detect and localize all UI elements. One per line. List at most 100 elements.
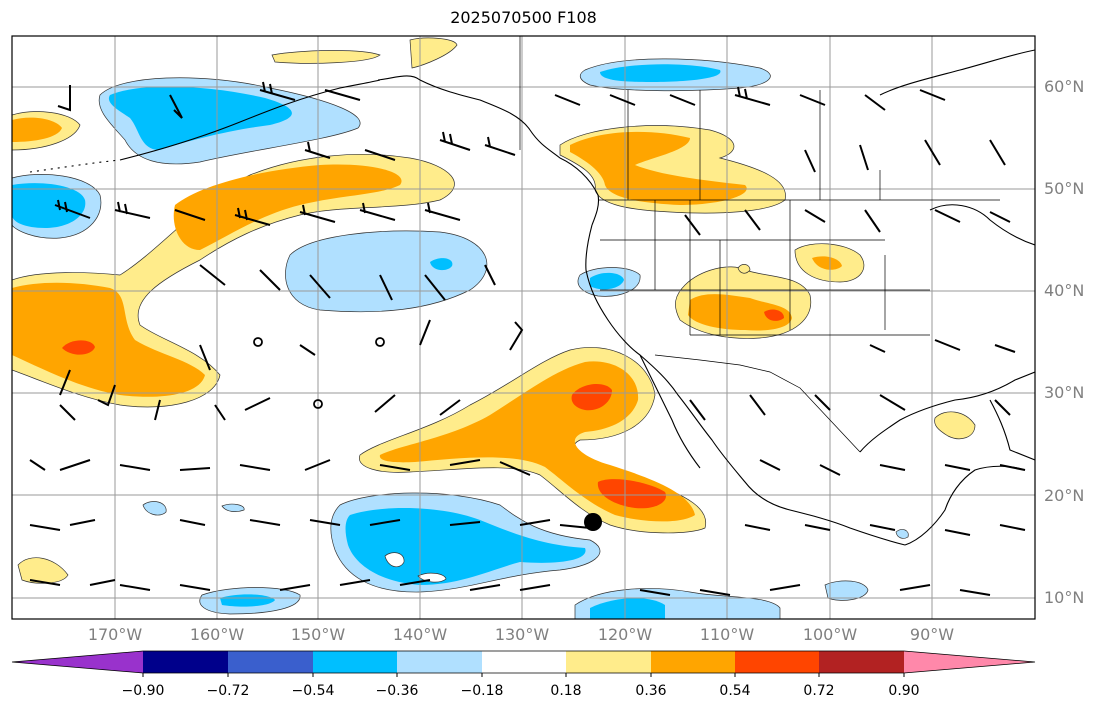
wind-barb [769,584,801,591]
great-lakes [929,204,1035,246]
wind-barb [744,524,771,531]
pos-region-red-south [597,479,666,509]
pos-region-canada-core [570,131,747,205]
wind-barb [934,209,961,223]
neg-region-pac-se [824,580,869,601]
wind-barb [309,519,341,526]
wind-barb [869,344,886,353]
canada-provinces [627,90,881,200]
lat-label-40n: 40°N [1044,281,1085,300]
lat-label-20n: 20°N [1044,486,1085,505]
lon-label-120w: 120°W [597,625,653,644]
colorbar-tick-label: −0.18 [460,683,504,699]
calm-circle [313,399,323,409]
lon-label-150w: 150°W [290,625,346,644]
wind-barb [214,404,226,421]
wind-barb [179,584,211,591]
wind-barb [249,519,281,526]
wind-barb [59,369,71,396]
wind-barb [199,264,226,286]
florida [989,399,1035,461]
pos-region-sw-corner [17,557,69,584]
coastlines [29,49,1035,546]
pos-region-small-mx [737,264,751,274]
wind-barb [419,319,431,346]
wind-barb [424,274,446,301]
wind-barb [519,584,551,591]
wind-barb [744,209,761,231]
map-frame [11,35,1036,620]
wind-barb [89,579,116,586]
colorbar-tick-label: 0.72 [803,683,835,699]
wind-barb [439,399,461,416]
wind-barb [814,394,831,411]
wind-barb [59,459,91,471]
wind-barb [234,207,271,226]
wind-barb [684,214,701,236]
wind-barb [609,94,636,106]
calm-circle [375,337,385,347]
wind-barb [994,344,1016,353]
neg-region-bottom-core [590,598,665,619]
wind-barb [989,139,1006,166]
wind-barb [259,81,296,101]
wind-barb [54,199,91,219]
wind-barb [959,589,991,596]
wind-barb [944,464,971,471]
wind-barb [29,459,46,471]
lat-label-50n: 50°N [1044,179,1085,198]
wind-barb [879,394,906,411]
lon-label-90w: 90°W [909,625,955,644]
wind-barb [369,519,401,526]
pos-region-red-north [571,383,612,411]
lon-label-100w: 100°W [802,625,858,644]
lon-label-110w: 110°W [699,625,755,644]
neg-region-sw-core [220,594,275,607]
wind-barb [484,136,516,156]
wind-barb [999,524,1026,531]
pos-region-top-b [409,37,458,69]
colorbar-tick-label: 0.36 [635,683,667,699]
wind-barb [469,584,501,591]
wind-barb [379,274,393,301]
wind-barb [154,399,161,421]
wind-barb [439,131,471,151]
wind-barb [749,394,766,416]
wind-barb [934,339,961,351]
wind-barb [484,264,496,286]
neg-region-west-core [12,183,86,228]
lat-label-60n: 60°N [1044,77,1085,96]
wind-barb [69,519,96,526]
wind-barb [449,521,481,526]
colorbar-tick-label: −0.36 [375,683,419,699]
baja [639,354,701,469]
pos-region-gulf [934,411,976,439]
pos-region-west-band-mid [12,282,205,397]
colorbar-tick-label: −0.90 [121,683,165,699]
wind-barb [169,94,183,119]
lon-label-140w: 140°W [392,625,448,644]
wind-barb [97,384,116,407]
wind-barb [759,459,781,471]
colorbar-seg [143,651,228,673]
neg-region-alaska-core [600,64,721,82]
wind-barb [864,94,886,111]
wind-barb [359,202,396,221]
wind-barb [864,209,881,233]
wind-barb [919,89,946,101]
wind-barb [699,589,731,596]
wind-barb [299,204,336,223]
gulf-coast [859,371,1035,453]
wind-barb [989,211,1011,223]
shaded-field [12,37,976,619]
wind-barb [554,94,581,106]
wind-barb [174,209,206,221]
neg-region-nevada-core [590,272,624,290]
wind-barb [57,85,71,112]
wind-barb [509,321,524,351]
wind-barb [304,459,331,471]
calm-markers [253,337,385,409]
colorbar-seg [313,651,397,673]
wind-barb [309,274,331,299]
wind-barb [374,394,396,413]
